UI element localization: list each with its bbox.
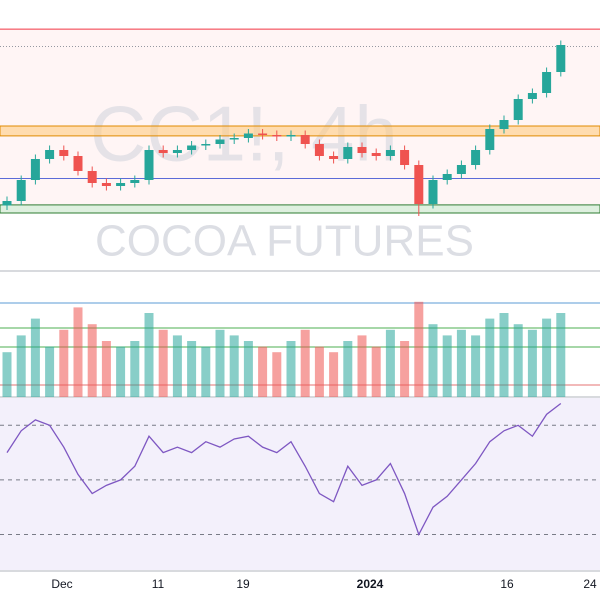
- candle-body: [258, 133, 268, 135]
- volume-bar: [371, 346, 381, 397]
- zone: [0, 125, 600, 137]
- volume-bar: [456, 329, 466, 397]
- candle-body: [556, 45, 566, 72]
- volume-bar: [116, 346, 126, 397]
- rsi-bg: [0, 398, 600, 570]
- volume-bar: [385, 329, 395, 397]
- candle-body: [343, 147, 353, 159]
- volume-bar: [187, 341, 197, 397]
- candle-body: [73, 156, 83, 171]
- candle-body: [527, 93, 537, 99]
- volume-bar: [73, 307, 83, 397]
- volume-bar: [329, 352, 339, 397]
- volume-bar: [59, 329, 69, 397]
- candle-body: [471, 150, 481, 165]
- volume-bar: [357, 335, 367, 397]
- x-tick-label: 24: [583, 577, 597, 591]
- candle-body: [428, 180, 438, 204]
- zone: [0, 204, 600, 214]
- volume-bar: [286, 341, 296, 397]
- volume-bar: [229, 335, 239, 397]
- candle-body: [286, 135, 296, 137]
- candle-body: [385, 150, 395, 156]
- volume-bar: [343, 341, 353, 397]
- candle-body: [172, 150, 182, 153]
- volume-bar: [442, 335, 452, 397]
- volume-bar: [471, 335, 481, 397]
- candle-body: [272, 135, 282, 137]
- candle-body: [187, 145, 197, 150]
- x-tick-label: 2024: [357, 577, 384, 591]
- candle-body: [414, 165, 424, 204]
- candle-body: [300, 135, 310, 144]
- volume-bar: [527, 329, 537, 397]
- volume-bar: [314, 346, 324, 397]
- candle-body: [30, 159, 40, 180]
- volume-bar: [428, 324, 438, 397]
- volume-bar: [101, 341, 111, 397]
- x-tick-label: 11: [152, 577, 165, 591]
- candle-body: [87, 171, 97, 183]
- x-tick-label: 19: [236, 577, 250, 591]
- candle-body: [357, 147, 367, 153]
- volume-bar: [30, 318, 40, 397]
- candle-body: [400, 150, 410, 165]
- candle-body: [499, 120, 509, 129]
- volume-bar: [87, 324, 97, 397]
- candle-body: [158, 150, 168, 153]
- volume-bar: [485, 318, 495, 397]
- candle-body: [201, 144, 211, 146]
- candle-body: [215, 139, 225, 144]
- volume-bar: [45, 346, 55, 397]
- x-tick-label: 16: [500, 577, 514, 591]
- candle-body: [513, 99, 523, 120]
- candle-body: [456, 165, 466, 174]
- candle-body: [2, 201, 12, 206]
- volume-bar: [130, 341, 140, 397]
- candle-body: [485, 129, 495, 150]
- volume-bar: [243, 341, 253, 397]
- candle-body: [243, 133, 253, 138]
- watermark-subtitle: COCOA FUTURES: [95, 217, 474, 266]
- volume-bar: [513, 324, 523, 397]
- candle-body: [314, 144, 324, 156]
- candle-body: [45, 150, 55, 159]
- volume-bar: [215, 329, 225, 397]
- volume-bar: [258, 346, 268, 397]
- volume-bar: [201, 346, 211, 397]
- volume-bar: [414, 301, 424, 397]
- volume-bar: [556, 313, 566, 397]
- volume-bar: [400, 341, 410, 397]
- candle-body: [371, 153, 381, 156]
- candle-body: [101, 183, 111, 186]
- x-tick-label: Dec: [51, 577, 72, 591]
- candle-body: [442, 174, 452, 180]
- candle-body: [116, 183, 126, 186]
- volume-bar: [272, 352, 282, 397]
- candle-body: [542, 72, 552, 93]
- candle-body: [329, 156, 339, 159]
- range-bg: [0, 29, 600, 205]
- volume-bar: [499, 313, 509, 397]
- volume-bar: [158, 329, 168, 397]
- volume-bar: [542, 318, 552, 397]
- volume-bar: [144, 313, 154, 397]
- candle-body: [130, 180, 140, 183]
- candle-body: [59, 150, 69, 156]
- volume-bar: [300, 329, 310, 397]
- volume-bar: [2, 352, 12, 397]
- candle-body: [16, 180, 26, 201]
- volume-bar: [16, 335, 26, 397]
- candle-body: [144, 150, 154, 180]
- candle-body: [229, 138, 239, 140]
- rsi-line: [6, 402, 562, 537]
- volume-bar: [172, 335, 182, 397]
